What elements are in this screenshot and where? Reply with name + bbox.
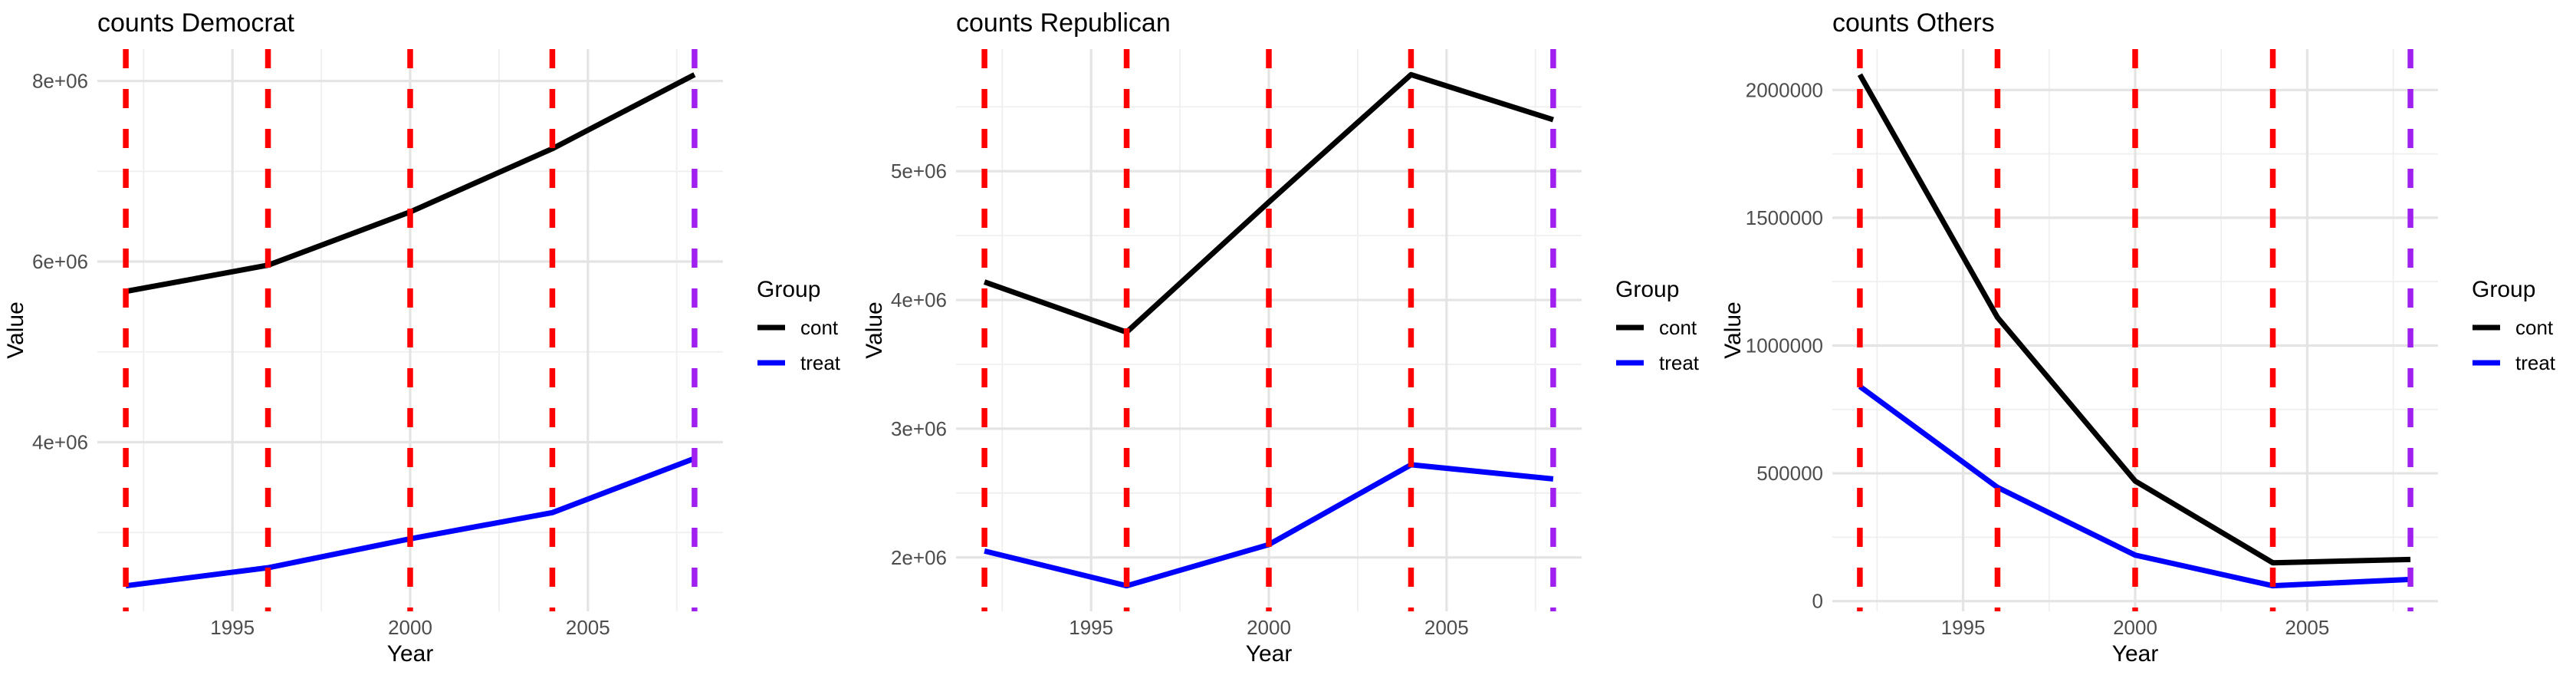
y-tick-label: 500000 (1756, 462, 1823, 485)
y-axis-title: Value (1720, 301, 1746, 359)
legend-label-treat: treat (1659, 351, 1700, 374)
x-tick-label: 2005 (566, 616, 610, 639)
plot-title: counts Democrat (97, 8, 295, 38)
y-tick-label: 5e+06 (891, 160, 947, 183)
legend-title: Group (757, 277, 820, 302)
series-line-cont (1857, 73, 2411, 566)
x-axis-title: Year (1246, 641, 1293, 667)
legend: Group cont treat (2472, 277, 2556, 374)
x-tick-label: 2000 (2113, 616, 2157, 639)
x-tick-label: 2005 (1424, 616, 1469, 639)
legend-label-cont: cont (800, 316, 839, 339)
y-tick-label: 8e+06 (32, 70, 88, 93)
x-axis-title: Year (387, 641, 434, 667)
x-axis-title: Year (2112, 641, 2159, 667)
y-tick-label: 3e+06 (891, 417, 947, 440)
y-axis-title: Value (862, 301, 887, 359)
legend: Group cont treat (1615, 277, 1700, 374)
legend-label-treat: treat (2515, 351, 2556, 374)
series-line-cont (983, 71, 1554, 335)
legend: Group cont treat (757, 277, 841, 374)
y-tick-label: 1000000 (1746, 334, 1823, 357)
plot-title: counts Others (1832, 8, 1995, 38)
y-tick-label: 2000000 (1746, 78, 1823, 101)
legend-title: Group (1615, 277, 1679, 302)
facet-counts-others: counts Others 0 500000 1000000 1500000 200000… (1720, 8, 2556, 667)
y-axis-title: Value (3, 301, 28, 359)
facet-counts-republican: counts Republican 2e+06 3e+06 4e+06 5e+06 199… (862, 8, 1700, 667)
legend-label-treat: treat (800, 351, 841, 374)
plot-title: counts Republican (956, 8, 1171, 38)
y-tick-label: 1500000 (1746, 206, 1823, 229)
x-tick-label: 2000 (1247, 616, 1291, 639)
facet-counts-democrat: counts Democrat 4e+06 6e+06 8e+06 1995 2000 20… (3, 8, 841, 667)
y-tick-label: 0 (1812, 590, 1823, 613)
legend-title: Group (2472, 277, 2535, 302)
y-tick-label: 4e+06 (32, 430, 88, 453)
series-line-treat (1858, 384, 2411, 589)
y-tick-label: 6e+06 (32, 250, 88, 273)
y-tick-label: 2e+06 (891, 546, 947, 569)
x-tick-label: 1995 (1069, 616, 1113, 639)
y-tick-label: 4e+06 (891, 288, 947, 311)
x-tick-label: 2005 (2285, 616, 2330, 639)
x-tick-label: 1995 (210, 616, 255, 639)
x-tick-label: 1995 (1941, 616, 1986, 639)
grid (1832, 49, 2438, 611)
legend-label-cont: cont (1659, 316, 1697, 339)
x-tick-label: 2000 (388, 616, 432, 639)
legend-label-cont: cont (2515, 316, 2554, 339)
